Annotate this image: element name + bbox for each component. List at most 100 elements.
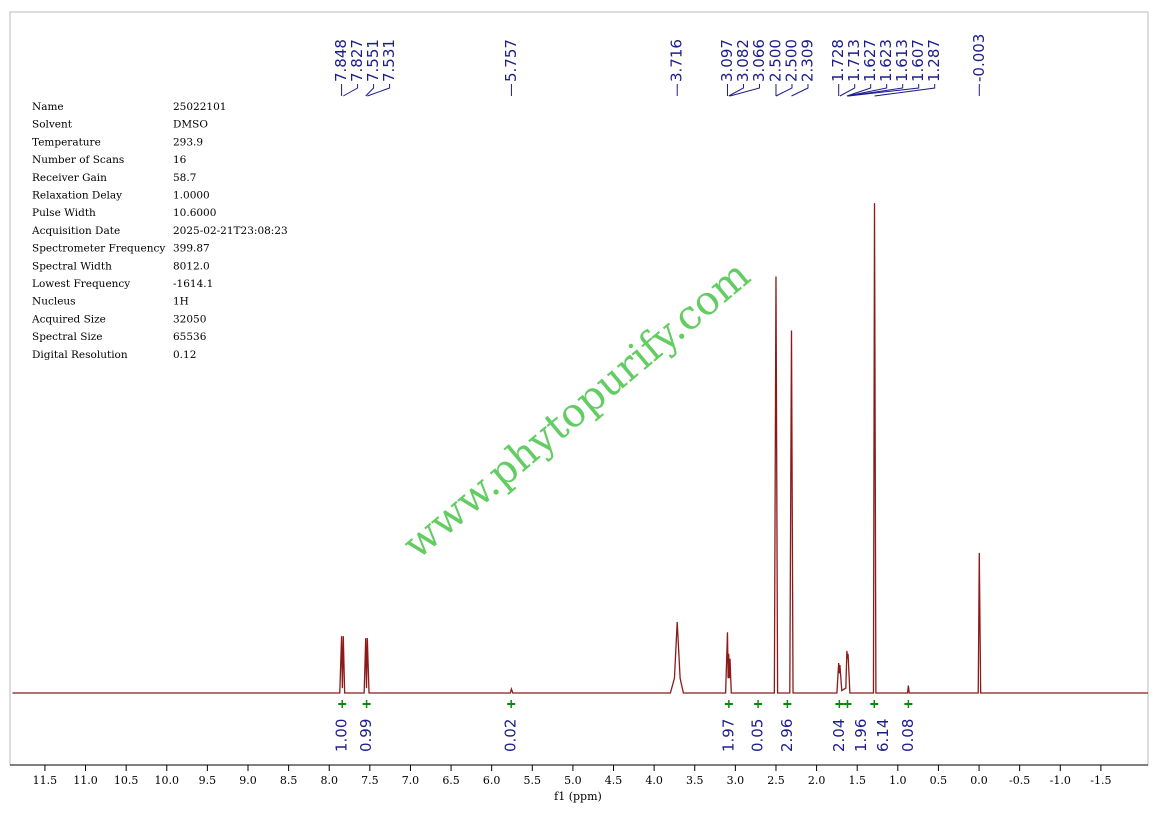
- peak-leader: [847, 84, 888, 97]
- x-tick-label: -0.5: [1009, 774, 1030, 787]
- integral-label: 2.96: [778, 719, 796, 752]
- x-tick-label: -1.0: [1050, 774, 1071, 787]
- param-name: Number of Scans: [32, 154, 124, 166]
- param-value: 399.87: [173, 243, 210, 255]
- x-tick-label: 3.5: [686, 774, 704, 787]
- peak-label: 3.097: [718, 39, 736, 82]
- x-tick-label: 7.5: [361, 774, 379, 787]
- param-name: Spectrometer Frequency: [32, 243, 165, 255]
- integral-label: 6.14: [874, 719, 892, 752]
- peak-leader: [729, 84, 760, 97]
- param-name: Name: [32, 101, 64, 113]
- peak-leader: [775, 84, 793, 97]
- peak-label: 2.500: [766, 39, 784, 82]
- x-tick-label: 5.5: [524, 774, 542, 787]
- integral-label: 0.08: [899, 719, 917, 752]
- integral-label: 0.99: [357, 719, 375, 752]
- peak-label: 2.500: [782, 39, 800, 82]
- x-tick-label: 5.0: [564, 774, 582, 787]
- x-tick-label: 1.0: [889, 774, 907, 787]
- x-tick-label: 10.0: [155, 774, 180, 787]
- param-value: 16: [173, 154, 187, 166]
- param-value: 1.0000: [173, 190, 210, 202]
- peak-label: 1.728: [829, 39, 847, 82]
- peak-label: 1.627: [861, 39, 879, 82]
- param-value: 2025-02-21T23:08:23: [173, 225, 288, 237]
- param-value: 1H: [173, 296, 189, 308]
- param-name: Receiver Gain: [32, 172, 107, 184]
- x-tick-label: -1.5: [1090, 774, 1111, 787]
- param-name: Nucleus: [32, 296, 76, 308]
- peak-leader: [874, 84, 936, 97]
- param-value: -1614.1: [173, 278, 213, 290]
- peak-label: 7.827: [348, 39, 366, 82]
- watermark: www.phytopurify.com: [394, 252, 759, 568]
- peak-label: 1.713: [845, 39, 863, 82]
- param-name: Relaxation Delay: [32, 190, 122, 202]
- peak-label: 3.716: [668, 39, 686, 82]
- peak-label: 7.531: [380, 39, 398, 82]
- param-value: 293.9: [173, 136, 203, 148]
- param-value: 10.6000: [173, 207, 216, 219]
- x-tick-label: 0.5: [930, 774, 948, 787]
- peak-leader: [728, 84, 744, 97]
- peak-label: 1.607: [909, 39, 927, 82]
- x-tick-label: 4.0: [645, 774, 663, 787]
- x-tick-label: 1.5: [848, 774, 866, 787]
- x-tick-label: 9.5: [199, 774, 217, 787]
- param-name: Lowest Frequency: [32, 278, 130, 290]
- peak-leader: [365, 84, 375, 97]
- x-tick-label: 3.0: [727, 774, 745, 787]
- peak-leader: [839, 84, 856, 97]
- peak-label: 7.848: [332, 39, 350, 82]
- peak-label: 5.757: [502, 39, 520, 82]
- x-tick-label: 11.0: [73, 774, 98, 787]
- x-tick-label: 0.0: [970, 774, 988, 787]
- param-name: Pulse Width: [32, 207, 96, 219]
- param-value: 65536: [173, 331, 207, 343]
- integral-label: 1.97: [719, 719, 737, 752]
- peak-label: 1.623: [877, 39, 895, 82]
- param-value: 8012.0: [173, 260, 210, 272]
- x-tick-label: 4.5: [605, 774, 623, 787]
- integral-label: 2.04: [830, 719, 848, 752]
- integral-label: 0.02: [502, 719, 520, 752]
- x-axis-label: f1 (ppm): [554, 790, 602, 803]
- peak-leader: [343, 84, 359, 97]
- peak-label: 1.613: [893, 39, 911, 82]
- integral-label: 1.96: [852, 719, 870, 752]
- x-tick-label: 2.5: [767, 774, 785, 787]
- integral-label: 0.05: [749, 719, 767, 752]
- peak-label: 2.309: [798, 39, 816, 82]
- x-tick-label: 11.5: [33, 774, 58, 787]
- x-tick-label: 9.0: [239, 774, 257, 787]
- param-name: Temperature: [32, 136, 101, 148]
- peak-leader: [848, 84, 920, 97]
- peak-leader: [367, 84, 391, 97]
- param-name: Digital Resolution: [32, 349, 128, 361]
- x-tick-label: 8.5: [280, 774, 298, 787]
- param-name: Solvent: [32, 119, 73, 131]
- spectrum: [12, 203, 1148, 694]
- x-tick-label: 6.0: [483, 774, 501, 787]
- peak-label: 7.551: [364, 39, 382, 82]
- param-value: 32050: [173, 313, 206, 325]
- integral-label: 1.00: [333, 719, 351, 752]
- x-tick-label: 2.0: [808, 774, 826, 787]
- param-value: 25022101: [173, 101, 226, 113]
- param-name: Spectral Size: [32, 331, 103, 343]
- peak-leader: [846, 84, 872, 97]
- peak-leader: [847, 84, 904, 97]
- param-name: Acquisition Date: [31, 225, 120, 237]
- peak-leader: [791, 84, 809, 97]
- peak-label: 3.082: [734, 39, 752, 82]
- peak-label: 3.066: [750, 39, 768, 82]
- param-name: Spectral Width: [32, 260, 112, 272]
- param-value: 58.7: [173, 172, 196, 184]
- x-tick-label: 10.5: [114, 774, 139, 787]
- param-value: DMSO: [173, 119, 208, 131]
- x-tick-label: 7.0: [402, 774, 420, 787]
- param-name: Acquired Size: [31, 313, 106, 325]
- peak-label: -0.003: [970, 34, 988, 82]
